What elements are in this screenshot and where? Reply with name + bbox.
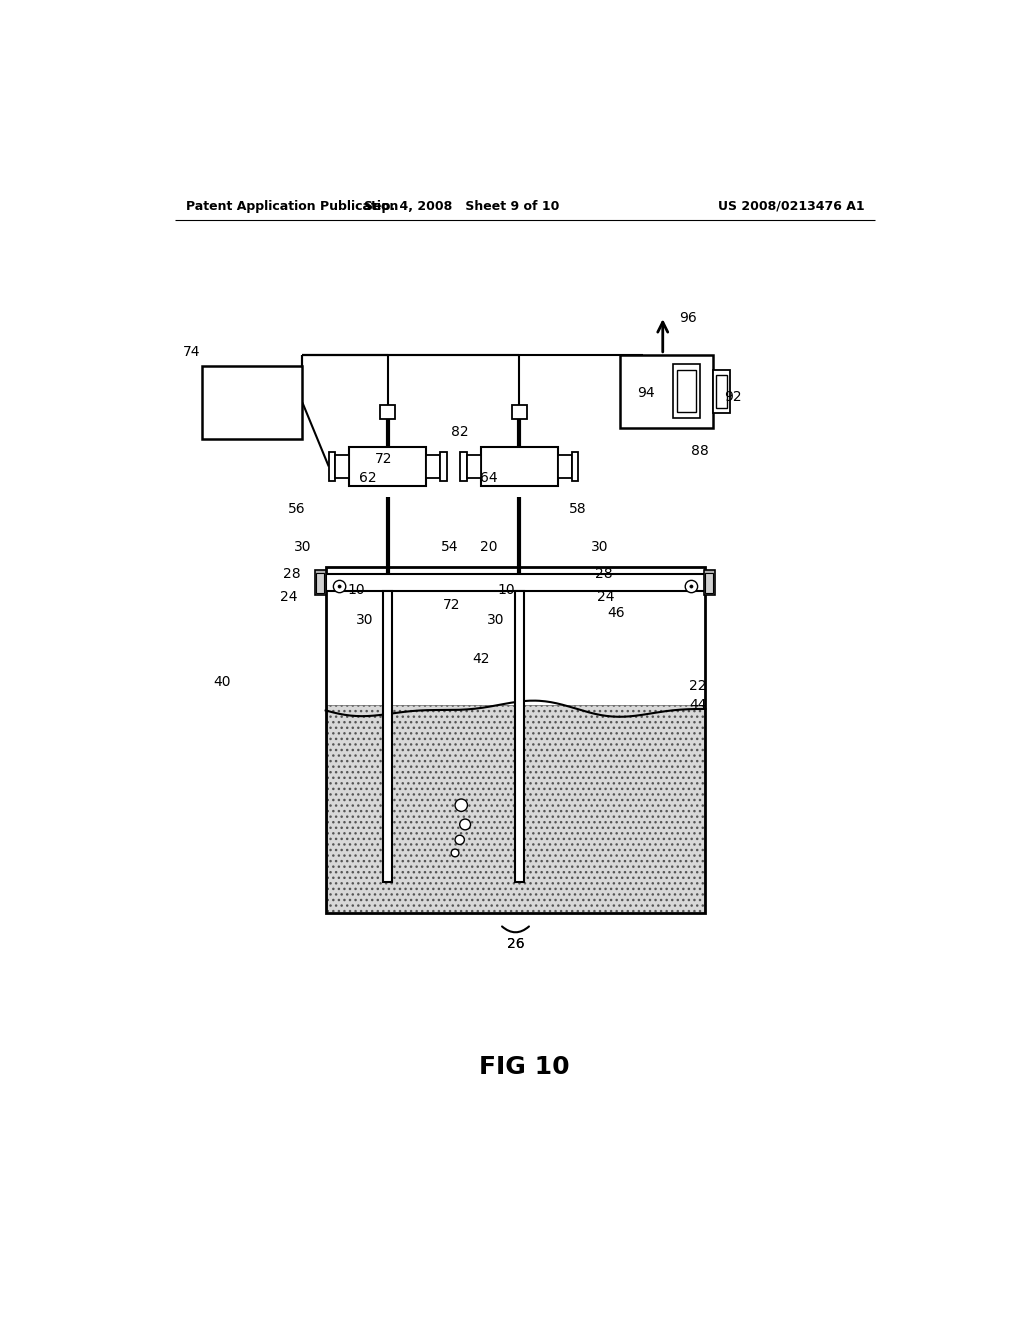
- Text: 28: 28: [284, 568, 301, 581]
- Bar: [326, 566, 706, 913]
- Text: 30: 30: [294, 540, 311, 554]
- Text: 30: 30: [355, 614, 373, 627]
- Text: 94: 94: [637, 387, 654, 400]
- Circle shape: [690, 585, 693, 589]
- Text: Sep. 4, 2008   Sheet 9 of 10: Sep. 4, 2008 Sheet 9 of 10: [364, 199, 559, 213]
- Text: 28: 28: [595, 568, 612, 581]
- Bar: [572, 451, 579, 480]
- Bar: [706, 573, 713, 593]
- Text: 40: 40: [214, 675, 231, 689]
- Text: 10: 10: [348, 582, 366, 597]
- Bar: [329, 451, 335, 480]
- Text: 62: 62: [359, 471, 377, 484]
- Bar: [328, 705, 703, 913]
- Bar: [480, 447, 558, 486]
- Text: 10: 10: [498, 582, 515, 597]
- Circle shape: [338, 585, 341, 589]
- Text: 74: 74: [183, 346, 201, 359]
- Text: 26: 26: [507, 937, 524, 950]
- Bar: [380, 405, 395, 418]
- Circle shape: [334, 581, 346, 593]
- Text: 64: 64: [480, 471, 498, 484]
- Circle shape: [460, 818, 471, 830]
- Text: 72: 72: [375, 451, 392, 466]
- Bar: [713, 370, 730, 413]
- Text: 44: 44: [689, 698, 707, 711]
- Text: US 2008/0213476 A1: US 2008/0213476 A1: [718, 199, 864, 213]
- Text: FIG 10: FIG 10: [479, 1055, 570, 1078]
- Text: 56: 56: [288, 502, 306, 516]
- Text: 92: 92: [724, 391, 741, 404]
- Text: 88: 88: [691, 444, 709, 458]
- Bar: [558, 455, 572, 478]
- Bar: [314, 570, 326, 595]
- Text: 58: 58: [568, 502, 587, 516]
- Bar: [512, 405, 527, 418]
- Text: 20: 20: [479, 540, 497, 554]
- Bar: [716, 375, 727, 408]
- Circle shape: [455, 836, 464, 845]
- Text: 96: 96: [680, 310, 697, 325]
- Bar: [426, 455, 440, 478]
- Text: 22: 22: [689, 678, 707, 693]
- Bar: [467, 455, 480, 478]
- Bar: [202, 367, 302, 440]
- Bar: [440, 451, 446, 480]
- Bar: [621, 355, 713, 428]
- Text: 26: 26: [507, 937, 524, 950]
- Text: 82: 82: [451, 425, 469, 438]
- Bar: [677, 370, 696, 412]
- Bar: [328, 705, 703, 913]
- Bar: [326, 574, 706, 591]
- Circle shape: [455, 799, 467, 812]
- Text: 54: 54: [441, 540, 459, 554]
- Circle shape: [452, 849, 459, 857]
- Text: 72: 72: [443, 598, 461, 612]
- Text: 24: 24: [280, 590, 297, 605]
- Bar: [335, 455, 349, 478]
- Bar: [383, 591, 392, 882]
- Bar: [673, 364, 700, 418]
- Circle shape: [685, 581, 697, 593]
- Text: 42: 42: [472, 652, 489, 665]
- Text: 30: 30: [487, 614, 505, 627]
- Bar: [316, 573, 324, 593]
- Text: 30: 30: [591, 540, 608, 554]
- Text: Patent Application Publication: Patent Application Publication: [186, 199, 398, 213]
- Bar: [461, 451, 467, 480]
- Bar: [349, 447, 426, 486]
- Bar: [515, 591, 524, 882]
- Text: 46: 46: [607, 606, 625, 619]
- Bar: [703, 570, 715, 595]
- Text: 24: 24: [597, 590, 615, 605]
